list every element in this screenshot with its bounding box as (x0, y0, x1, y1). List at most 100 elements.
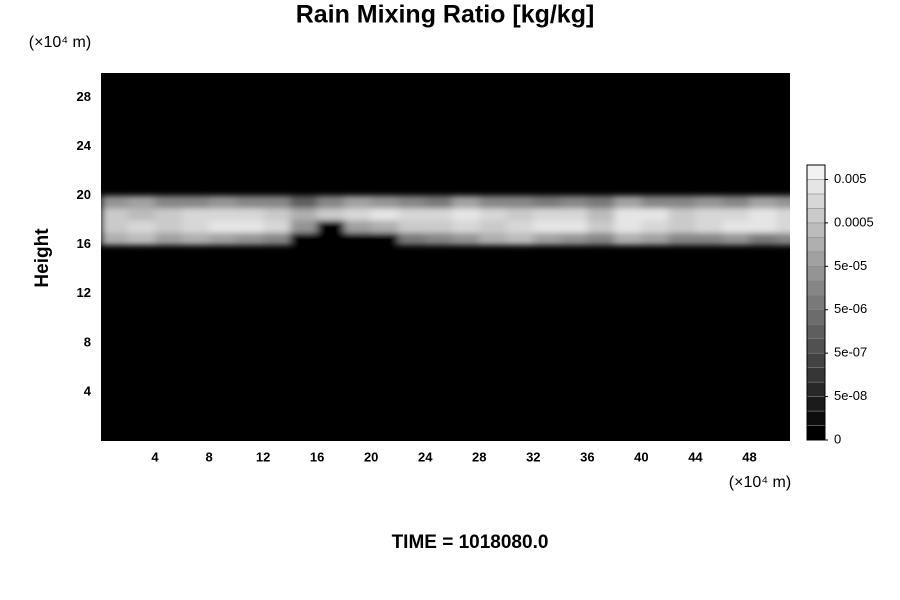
x-tick-label: 8 (205, 449, 212, 464)
colorbar-label: 0.005 (834, 171, 867, 186)
x-tick-label: 48 (742, 449, 756, 464)
cell (587, 195, 615, 209)
cell (290, 232, 318, 246)
y-tick-label: 8 (84, 334, 91, 349)
cell (452, 220, 480, 233)
cell (344, 195, 372, 209)
colorbar: 0 5e-08 5e-07 5e-06 5e-05 0.0005 0.005 (806, 164, 874, 446)
cell (290, 220, 318, 233)
colorbar-band (806, 323, 826, 339)
cell (533, 220, 561, 233)
colorbar-band (806, 338, 826, 354)
cell (479, 220, 507, 233)
cell (371, 232, 399, 246)
field (101, 195, 790, 246)
cell (722, 207, 750, 221)
colorbar-label: 5e-06 (834, 301, 867, 316)
cell (236, 195, 264, 209)
cell (614, 232, 642, 246)
colorbar-band (806, 179, 826, 195)
cell (695, 220, 723, 233)
cell (560, 220, 588, 233)
cell (749, 220, 777, 233)
cell (776, 195, 790, 209)
cell (668, 220, 696, 233)
x-tick-label: 44 (688, 449, 703, 464)
cell (506, 207, 534, 221)
x-tick-label: 32 (526, 449, 540, 464)
cell (614, 220, 642, 233)
cell (101, 232, 129, 246)
colorbar-band (806, 367, 826, 383)
cell (182, 220, 210, 233)
cell (776, 232, 790, 246)
cell (587, 207, 615, 221)
cell (479, 232, 507, 246)
cell (641, 220, 669, 233)
cell (236, 207, 264, 221)
cell (641, 195, 669, 209)
cell (182, 232, 210, 246)
cell (425, 232, 453, 246)
cell (776, 207, 790, 221)
cell (182, 207, 210, 221)
cell (722, 220, 750, 233)
cell (776, 220, 790, 233)
cell (263, 207, 291, 221)
y-tick-label: 20 (77, 187, 91, 202)
cell (695, 232, 723, 246)
cell (749, 232, 777, 246)
cell (317, 195, 345, 209)
cell (587, 232, 615, 246)
cell (236, 232, 264, 246)
x-tick-label: 12 (256, 449, 270, 464)
cell (290, 195, 318, 209)
cell (371, 220, 399, 233)
colorbar-label: 5e-07 (834, 345, 867, 360)
cell (128, 220, 156, 233)
plot-area (101, 73, 790, 441)
y-tick-label: 12 (77, 285, 91, 300)
colorbar-band (806, 410, 826, 426)
y-tick-label: 16 (77, 236, 91, 251)
colorbar-band (806, 222, 826, 238)
cell (290, 207, 318, 221)
cell (209, 207, 237, 221)
cell (668, 195, 696, 209)
cell (263, 232, 291, 246)
cell (236, 220, 264, 233)
cell (506, 232, 534, 246)
cell (263, 220, 291, 233)
cell (506, 220, 534, 233)
cell (101, 195, 129, 209)
colorbar-band (806, 295, 826, 310)
y-axis-label: Height (32, 228, 53, 288)
cell (344, 220, 372, 233)
cell (209, 220, 237, 233)
colorbar-label: 5e-08 (834, 388, 867, 403)
y-tick-label: 28 (77, 89, 91, 104)
colorbar-label: 0 (834, 431, 841, 446)
y-tick-label: 24 (77, 138, 92, 153)
cell (749, 195, 777, 209)
cell (263, 195, 291, 209)
x-tick-label: 36 (580, 449, 594, 464)
cell (533, 207, 561, 221)
cell (182, 195, 210, 209)
colorbar-band (806, 352, 826, 368)
cell (101, 207, 129, 221)
cell (668, 232, 696, 246)
chart-title: Rain Mixing Ratio [kg/kg] (296, 1, 595, 29)
cell (641, 232, 669, 246)
colorbar-band (806, 208, 826, 224)
cell (317, 220, 345, 233)
cell (506, 195, 534, 209)
cell (317, 207, 345, 221)
x-tick-label: 4 (151, 449, 159, 464)
cell (344, 207, 372, 221)
cells (101, 195, 790, 246)
cell (128, 195, 156, 209)
cell (722, 195, 750, 209)
cell (668, 207, 696, 221)
